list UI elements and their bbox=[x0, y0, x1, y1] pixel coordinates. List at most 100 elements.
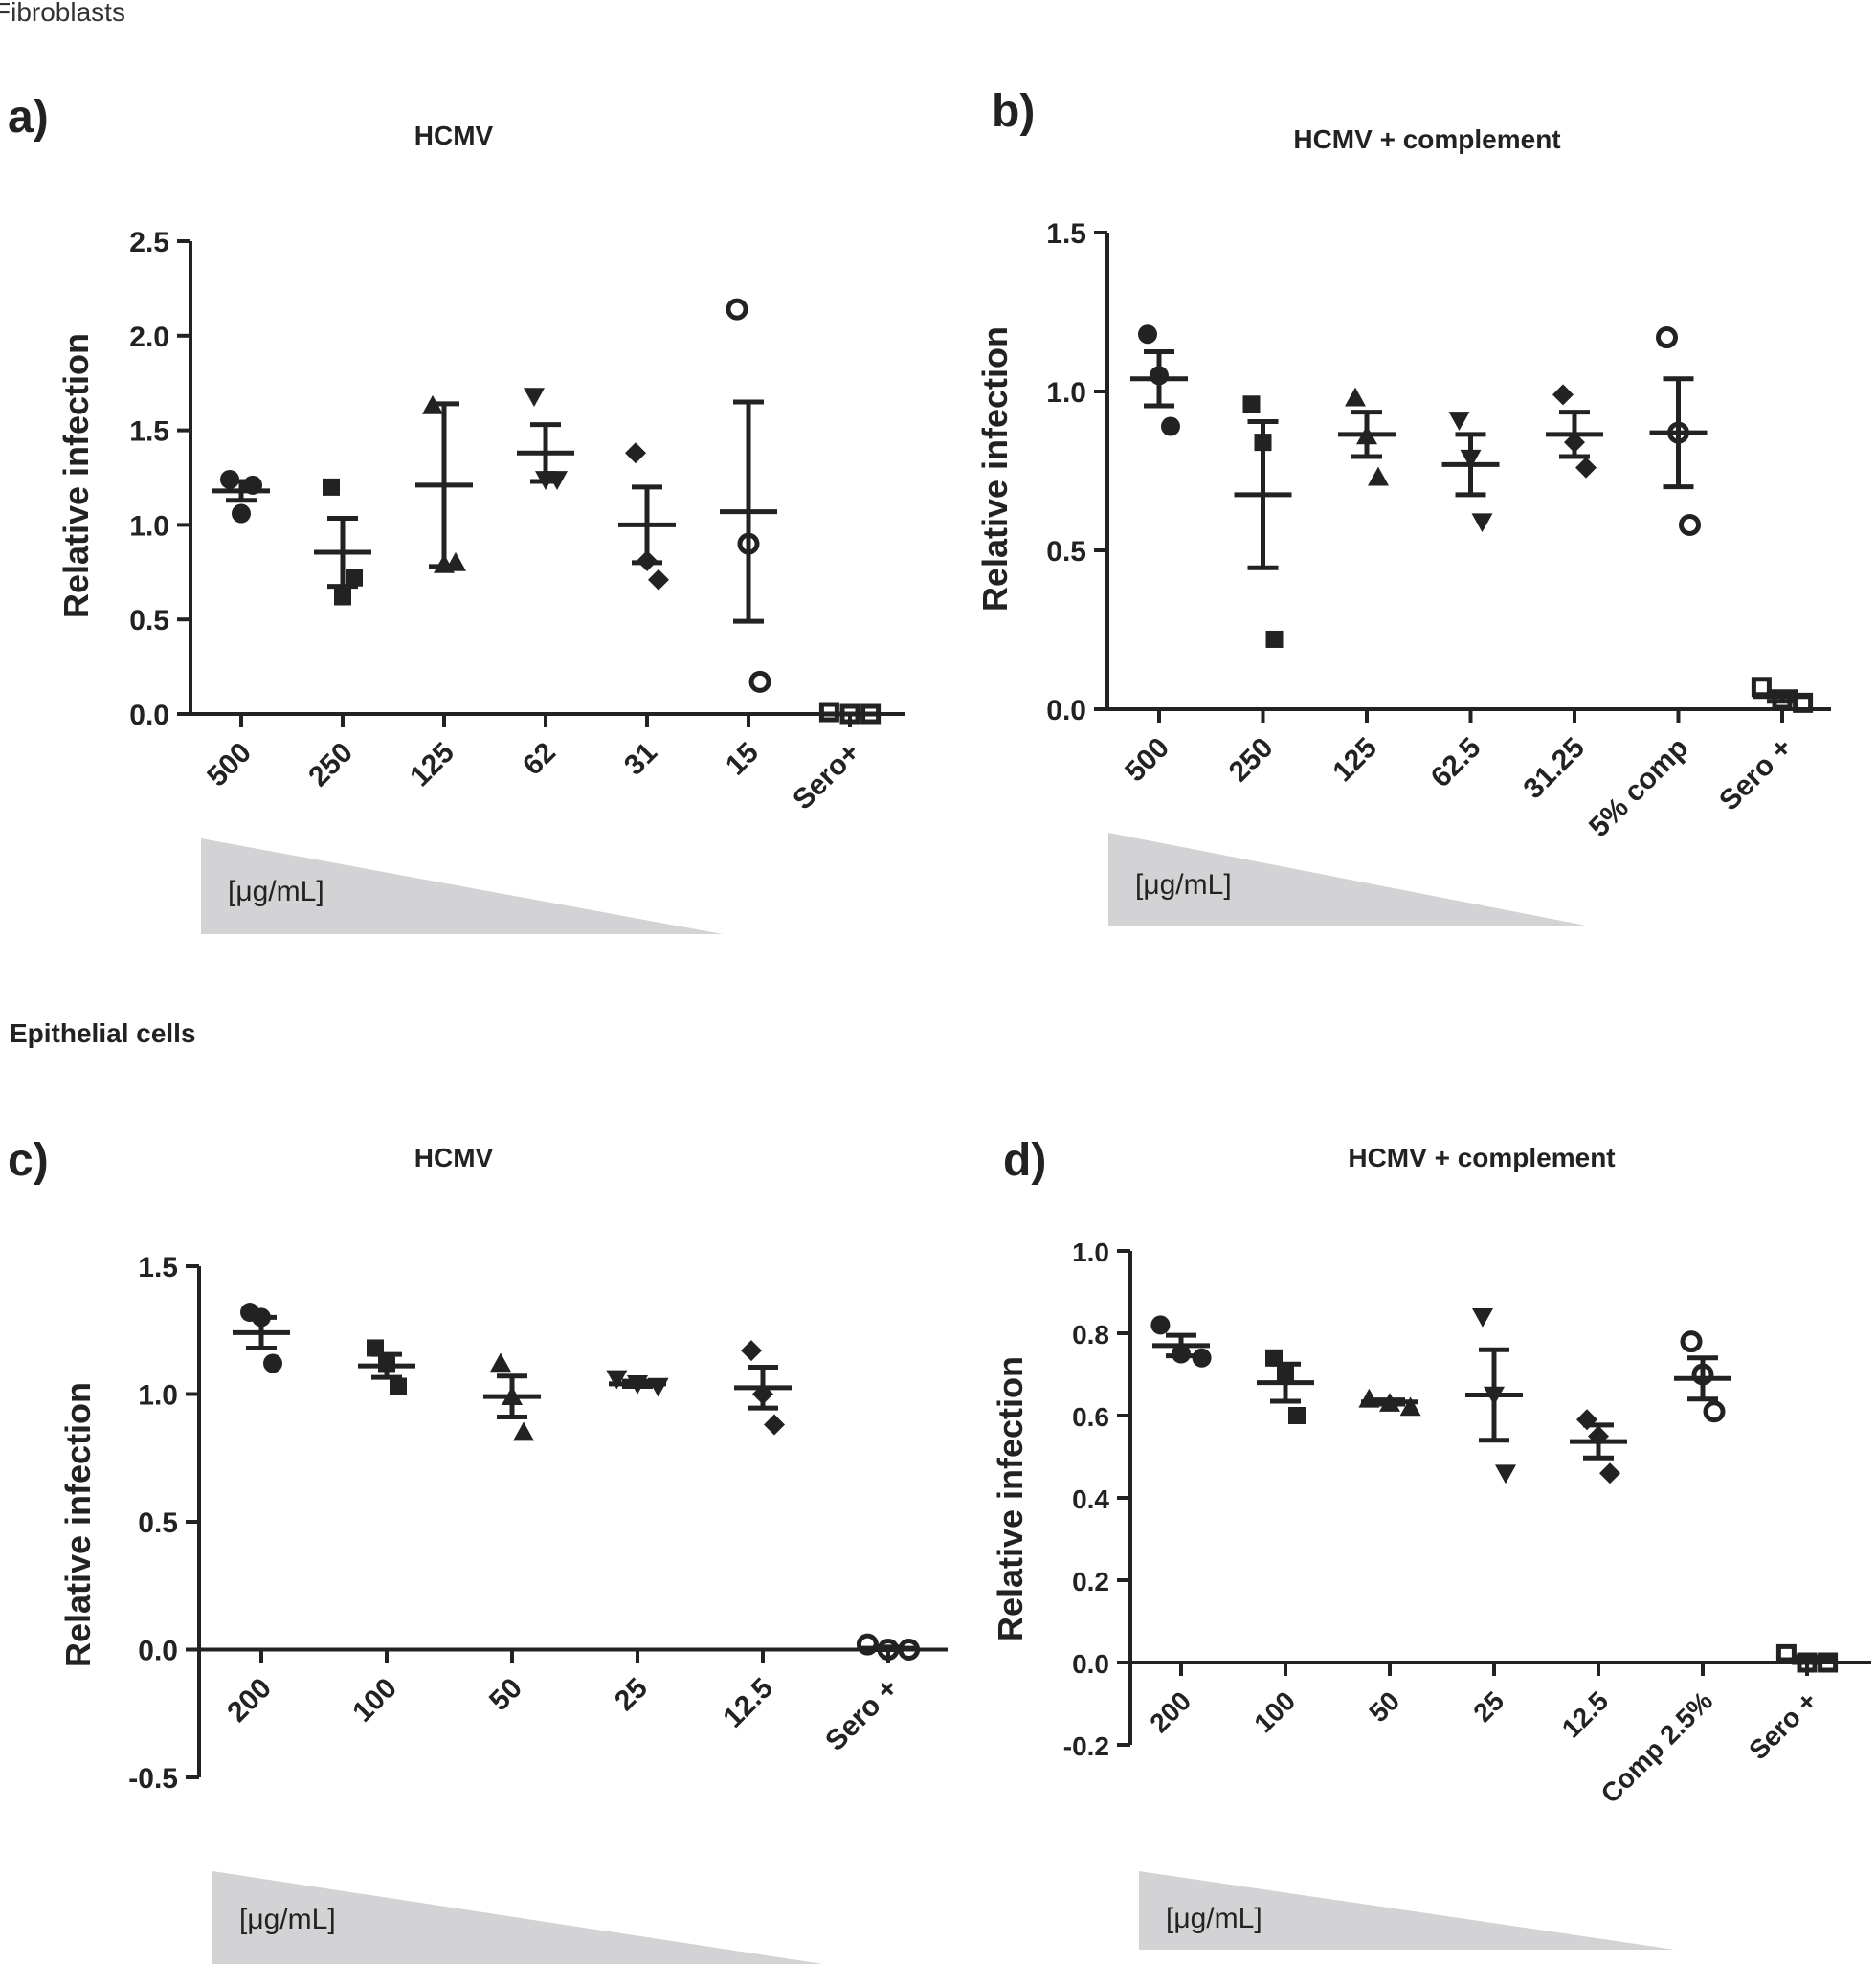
data-point bbox=[1703, 1400, 1726, 1423]
x-tick-label: 250 bbox=[1223, 732, 1280, 789]
data-point bbox=[741, 1340, 762, 1362]
x-tick-label: 500 bbox=[1119, 732, 1175, 789]
data-point bbox=[1242, 395, 1261, 413]
panel-label: a) bbox=[8, 92, 49, 143]
data-point bbox=[502, 1386, 523, 1405]
data-point bbox=[1138, 324, 1157, 345]
data-point bbox=[547, 471, 568, 490]
data-point bbox=[390, 1377, 407, 1395]
data-point bbox=[1192, 1348, 1212, 1368]
group-0: 500 bbox=[1119, 324, 1188, 788]
y-tick-label: 0.0 bbox=[1072, 1649, 1109, 1679]
concentration-wedge bbox=[201, 838, 723, 934]
x-tick-label: 125 bbox=[404, 737, 460, 793]
concentration-wedge bbox=[212, 1871, 823, 1964]
data-point bbox=[1484, 1386, 1505, 1406]
data-point bbox=[748, 670, 771, 693]
data-point bbox=[1448, 412, 1470, 431]
y-tick-label: 0.8 bbox=[1072, 1320, 1109, 1350]
group-4: 12.5 bbox=[717, 1340, 792, 1734]
data-point bbox=[1667, 421, 1689, 444]
group-6: Sero+ bbox=[787, 702, 882, 816]
group-1: 250 bbox=[1223, 395, 1292, 788]
group-6: Sero + bbox=[1713, 677, 1814, 816]
data-point bbox=[860, 703, 882, 725]
x-tick-label: 31 bbox=[618, 737, 663, 782]
group-1: 100 bbox=[1248, 1349, 1314, 1738]
x-tick-label: 100 bbox=[1248, 1685, 1301, 1738]
chart-title: HCMV bbox=[414, 1143, 494, 1172]
data-point bbox=[647, 1377, 669, 1397]
x-tick-label: 125 bbox=[1327, 732, 1383, 789]
data-point bbox=[898, 1639, 921, 1661]
data-point bbox=[606, 1370, 628, 1390]
wedge-label: [μg/mL] bbox=[1166, 1903, 1262, 1934]
data-point bbox=[367, 1339, 384, 1357]
group-4: 12.5 bbox=[1556, 1409, 1627, 1744]
group-5: Sero + bbox=[819, 1633, 921, 1757]
data-point bbox=[764, 1414, 785, 1436]
group-2: 125 bbox=[1327, 387, 1396, 789]
x-tick-label: 5% comp bbox=[1583, 732, 1694, 843]
data-point bbox=[1818, 1652, 1839, 1673]
section-title-fibroblasts: Fibroblasts bbox=[0, 0, 125, 27]
group-1: 100 bbox=[346, 1339, 415, 1729]
data-point bbox=[1751, 677, 1772, 698]
data-point bbox=[1588, 1425, 1609, 1447]
data-point bbox=[737, 532, 760, 555]
group-2: 50 bbox=[1358, 1388, 1421, 1728]
y-axis-label: Relative infection bbox=[975, 326, 1015, 612]
data-point bbox=[648, 569, 669, 591]
y-tick-label: -0.2 bbox=[1063, 1731, 1109, 1761]
x-tick-label: 12.5 bbox=[717, 1672, 779, 1734]
y-tick-label: 1.0 bbox=[138, 1380, 178, 1412]
group-0: 200 bbox=[1144, 1315, 1212, 1738]
y-tick-label: 1.0 bbox=[129, 510, 169, 542]
x-tick-label: 100 bbox=[346, 1672, 403, 1729]
data-point bbox=[1793, 692, 1814, 713]
data-point bbox=[1265, 630, 1284, 648]
chart-title: HCMV + complement bbox=[1348, 1143, 1615, 1172]
y-tick-label: 0.2 bbox=[1072, 1567, 1109, 1596]
data-point bbox=[1288, 1407, 1306, 1424]
section-title-epithelial: Epithelial cells bbox=[10, 1018, 196, 1048]
data-point bbox=[1150, 1315, 1171, 1335]
data-point bbox=[1552, 384, 1574, 406]
data-point bbox=[1599, 1462, 1620, 1484]
wedge-label: [μg/mL] bbox=[1135, 869, 1232, 901]
y-tick-label: 0.0 bbox=[138, 1636, 178, 1667]
y-tick-label: 1.5 bbox=[1046, 218, 1086, 250]
y-tick-label: -0.5 bbox=[128, 1763, 178, 1795]
x-tick-label: 500 bbox=[201, 737, 257, 793]
data-point bbox=[1399, 1396, 1421, 1417]
data-point bbox=[1172, 1344, 1191, 1364]
panel-label: b) bbox=[992, 86, 1035, 137]
data-point bbox=[1345, 387, 1366, 407]
y-tick-label: 0.0 bbox=[129, 700, 169, 731]
data-point bbox=[726, 298, 748, 321]
x-tick-label: Sero + bbox=[819, 1672, 904, 1757]
x-tick-label: Sero + bbox=[1743, 1685, 1822, 1765]
data-point bbox=[1776, 1643, 1797, 1664]
data-point bbox=[334, 588, 351, 606]
group-5: Comp 2.5% bbox=[1596, 1330, 1731, 1809]
data-point bbox=[1265, 1349, 1283, 1367]
data-point bbox=[627, 1375, 648, 1395]
data-point bbox=[232, 503, 251, 524]
chart-title: HCMV + complement bbox=[1293, 124, 1560, 154]
data-point bbox=[1797, 1652, 1818, 1673]
data-point bbox=[877, 1639, 900, 1661]
x-tick-label: 15 bbox=[720, 737, 765, 782]
panel-label: c) bbox=[8, 1135, 49, 1186]
data-point bbox=[1495, 1464, 1516, 1484]
wedge-label: [μg/mL] bbox=[239, 1904, 336, 1935]
data-point bbox=[1368, 466, 1389, 486]
y-tick-label: 1.5 bbox=[129, 416, 169, 448]
data-point bbox=[445, 551, 466, 571]
data-point bbox=[1680, 1330, 1703, 1353]
data-point bbox=[513, 1421, 534, 1441]
data-point bbox=[1161, 416, 1180, 436]
data-point bbox=[1691, 1363, 1714, 1386]
y-tick-label: 2.5 bbox=[129, 227, 169, 258]
data-point bbox=[1772, 689, 1793, 710]
